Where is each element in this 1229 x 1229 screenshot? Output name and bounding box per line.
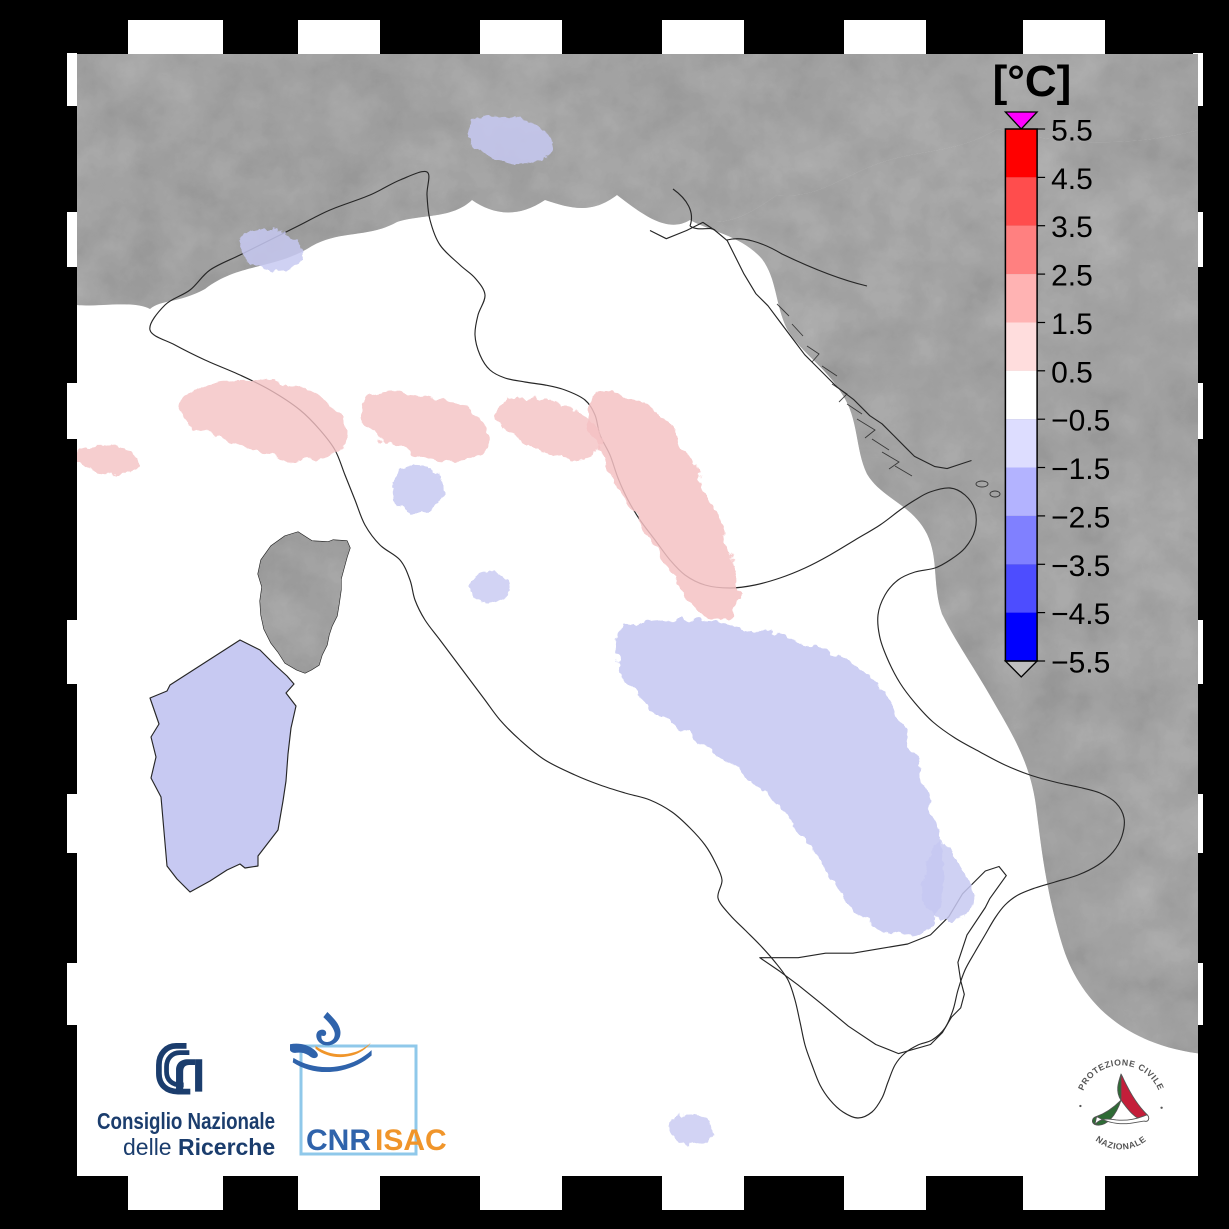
- svg-text:−5.5: −5.5: [1051, 647, 1110, 680]
- svg-text:1.5: 1.5: [1051, 308, 1093, 341]
- svg-text:−3.5: −3.5: [1051, 550, 1110, 583]
- svg-text:−2.5: −2.5: [1051, 501, 1110, 534]
- svg-text:delle Ricerche: delle Ricerche: [123, 1134, 275, 1160]
- svg-text:3.5: 3.5: [1051, 211, 1093, 244]
- svg-text:0.5: 0.5: [1051, 356, 1093, 389]
- svg-text:[°C]: [°C]: [993, 57, 1072, 106]
- svg-text:−4.5: −4.5: [1051, 598, 1110, 631]
- svg-text:−1.5: −1.5: [1051, 453, 1110, 486]
- svg-text:5.5: 5.5: [1051, 115, 1093, 148]
- svg-text:Consiglio Nazionale: Consiglio Nazionale: [97, 1108, 275, 1134]
- svg-text:2.5: 2.5: [1051, 260, 1093, 293]
- svg-text:−0.5: −0.5: [1051, 405, 1110, 438]
- svg-text:4.5: 4.5: [1051, 163, 1093, 196]
- svg-text:CNR: CNR: [306, 1124, 371, 1157]
- svg-text:ISAC: ISAC: [375, 1124, 447, 1157]
